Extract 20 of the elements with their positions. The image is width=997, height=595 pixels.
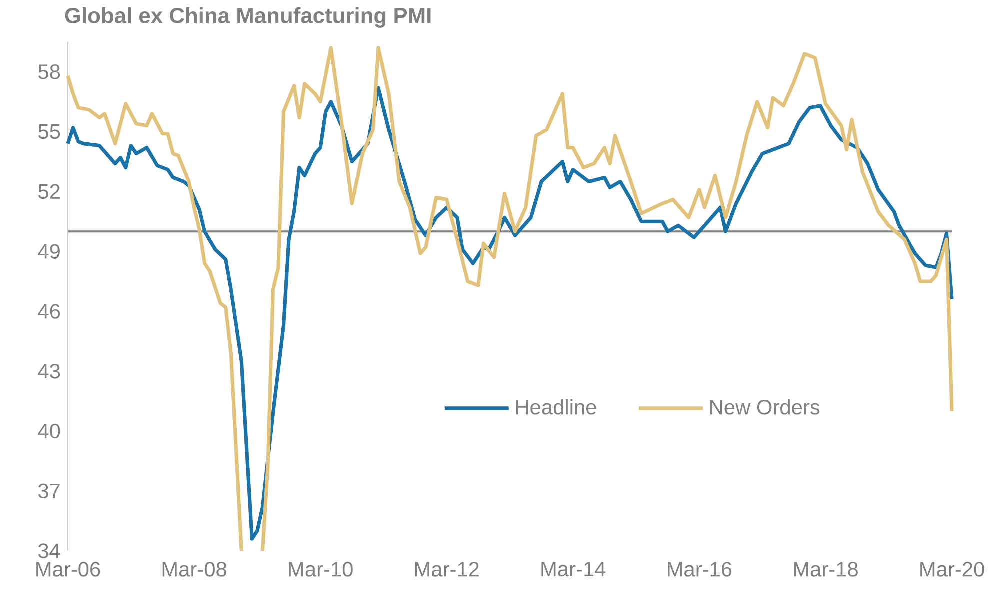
y-tick-label: 46	[38, 304, 60, 319]
x-tick-label: Mar-08	[162, 562, 226, 577]
y-tick-label: 34	[38, 544, 60, 558]
chart-title: Global ex China Manufacturing PMI	[65, 7, 431, 28]
legend-label: New Orders	[710, 399, 820, 415]
y-tick-label: 49	[38, 244, 60, 260]
y-tick-label: 58	[38, 64, 60, 80]
x-tick-label: Mar-18	[794, 562, 858, 577]
x-tick-label: Mar-20	[920, 562, 984, 577]
y-tick-label: 52	[38, 184, 60, 200]
y-tick-label: 43	[38, 364, 60, 379]
x-tick-label: Mar-10	[289, 562, 353, 577]
legend-label: Headline	[516, 399, 596, 415]
x-tick-label: Mar-14	[542, 562, 606, 577]
y-tick-label: 40	[38, 424, 60, 439]
x-tick-label: Mar-12	[415, 562, 479, 577]
x-tick-label: Mar-06	[36, 562, 100, 577]
y-tick-label: 37	[38, 484, 60, 499]
x-tick-label: Mar-16	[668, 562, 732, 577]
y-tick-label: 55	[38, 124, 60, 140]
